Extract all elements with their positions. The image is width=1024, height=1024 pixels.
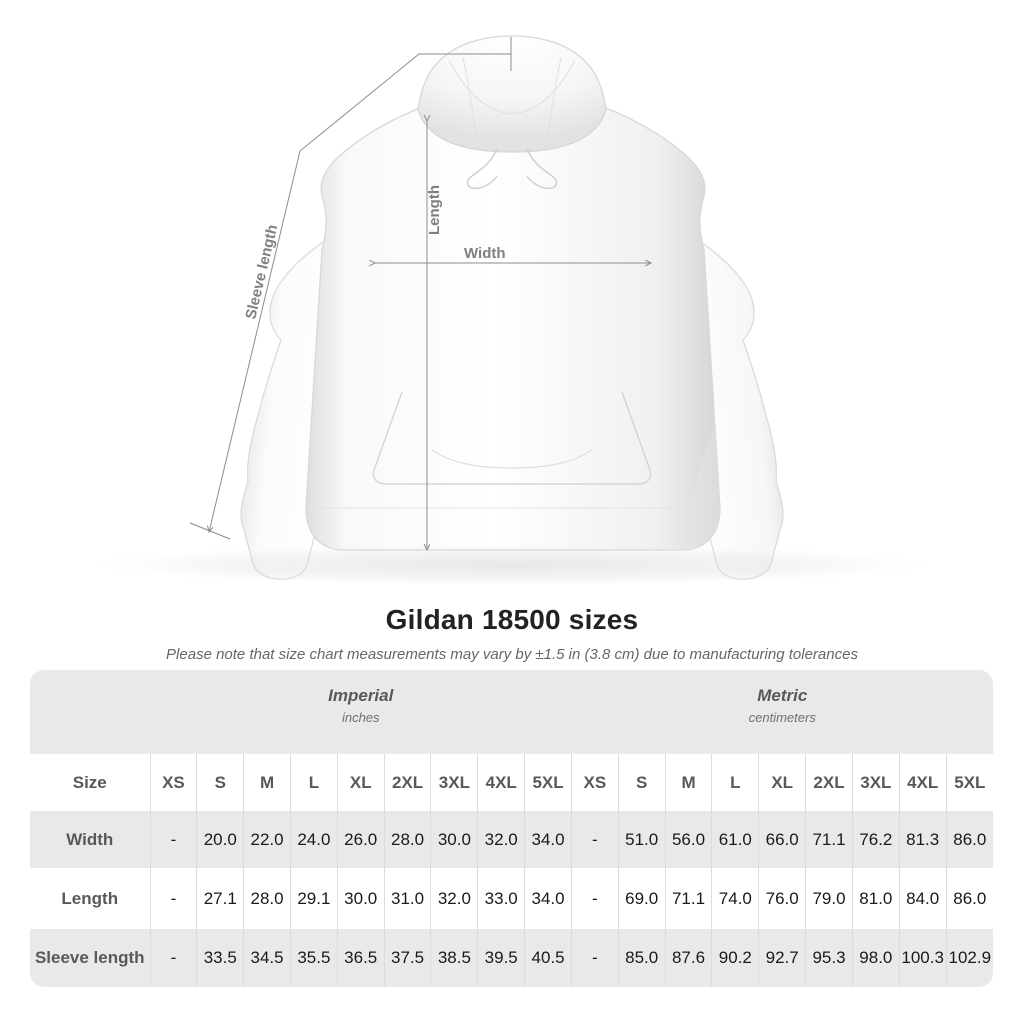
svg-text:Width: Width — [464, 245, 506, 262]
svg-text:Sleeve length: Sleeve length — [242, 223, 281, 321]
svg-text:Length: Length — [426, 185, 443, 235]
